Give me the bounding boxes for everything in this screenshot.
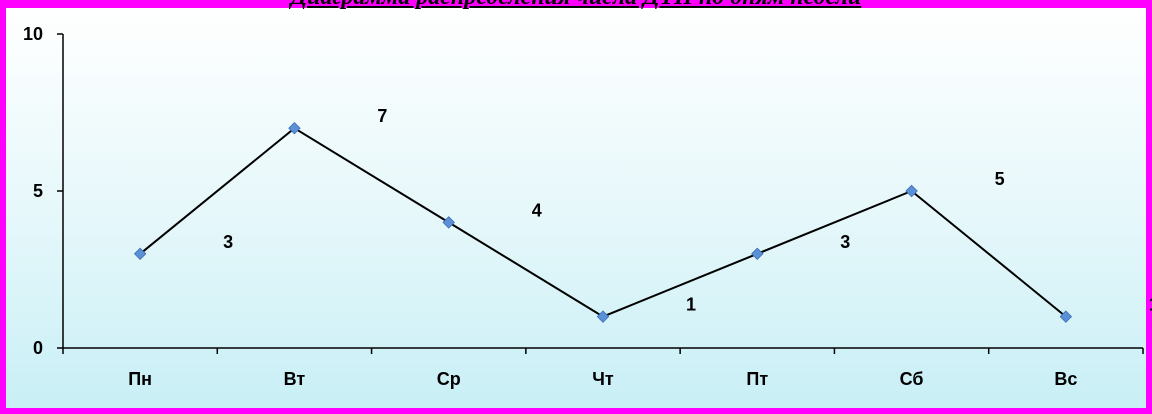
y-ticks: 0 5 10 — [23, 24, 63, 358]
data-markers — [133, 121, 1073, 323]
series-line — [139, 126, 1067, 318]
data-label: 3 — [840, 232, 850, 252]
chart-axes — [62, 34, 1143, 349]
data-point-marker — [751, 247, 764, 261]
data-point-marker — [596, 310, 610, 323]
data-labels: 3 7 4 1 3 5 1 — [223, 106, 1152, 314]
data-label: 5 — [995, 169, 1005, 189]
x-tick-label: Ср — [437, 369, 461, 389]
data-point-marker — [442, 216, 455, 229]
data-point-marker — [288, 121, 301, 135]
y-tick-label: 0 — [33, 338, 43, 358]
x-tick-label: Сб — [900, 369, 924, 389]
data-point-marker — [1059, 310, 1073, 323]
x-ticks: Пн Вт Ср Чт Пт Сб Вс — [62, 348, 1144, 389]
data-point-marker — [905, 184, 918, 198]
x-tick-label: Чт — [592, 369, 614, 389]
data-label: 1 — [1149, 295, 1152, 315]
data-label: 1 — [686, 295, 696, 315]
y-tick-label: 5 — [33, 181, 43, 201]
y-tick-label: 10 — [23, 24, 43, 44]
data-label: 4 — [532, 200, 542, 220]
x-tick-label: Пт — [746, 369, 768, 389]
chart-title: Диаграмма распределения числа ДТП по дня… — [0, 0, 1152, 11]
data-point-marker — [133, 247, 147, 261]
data-label: 3 — [223, 232, 233, 252]
x-tick-label: Вт — [284, 369, 306, 389]
data-label: 7 — [377, 106, 387, 126]
x-tick-label: Пн — [128, 369, 152, 389]
x-tick-label: Вс — [1054, 369, 1077, 389]
